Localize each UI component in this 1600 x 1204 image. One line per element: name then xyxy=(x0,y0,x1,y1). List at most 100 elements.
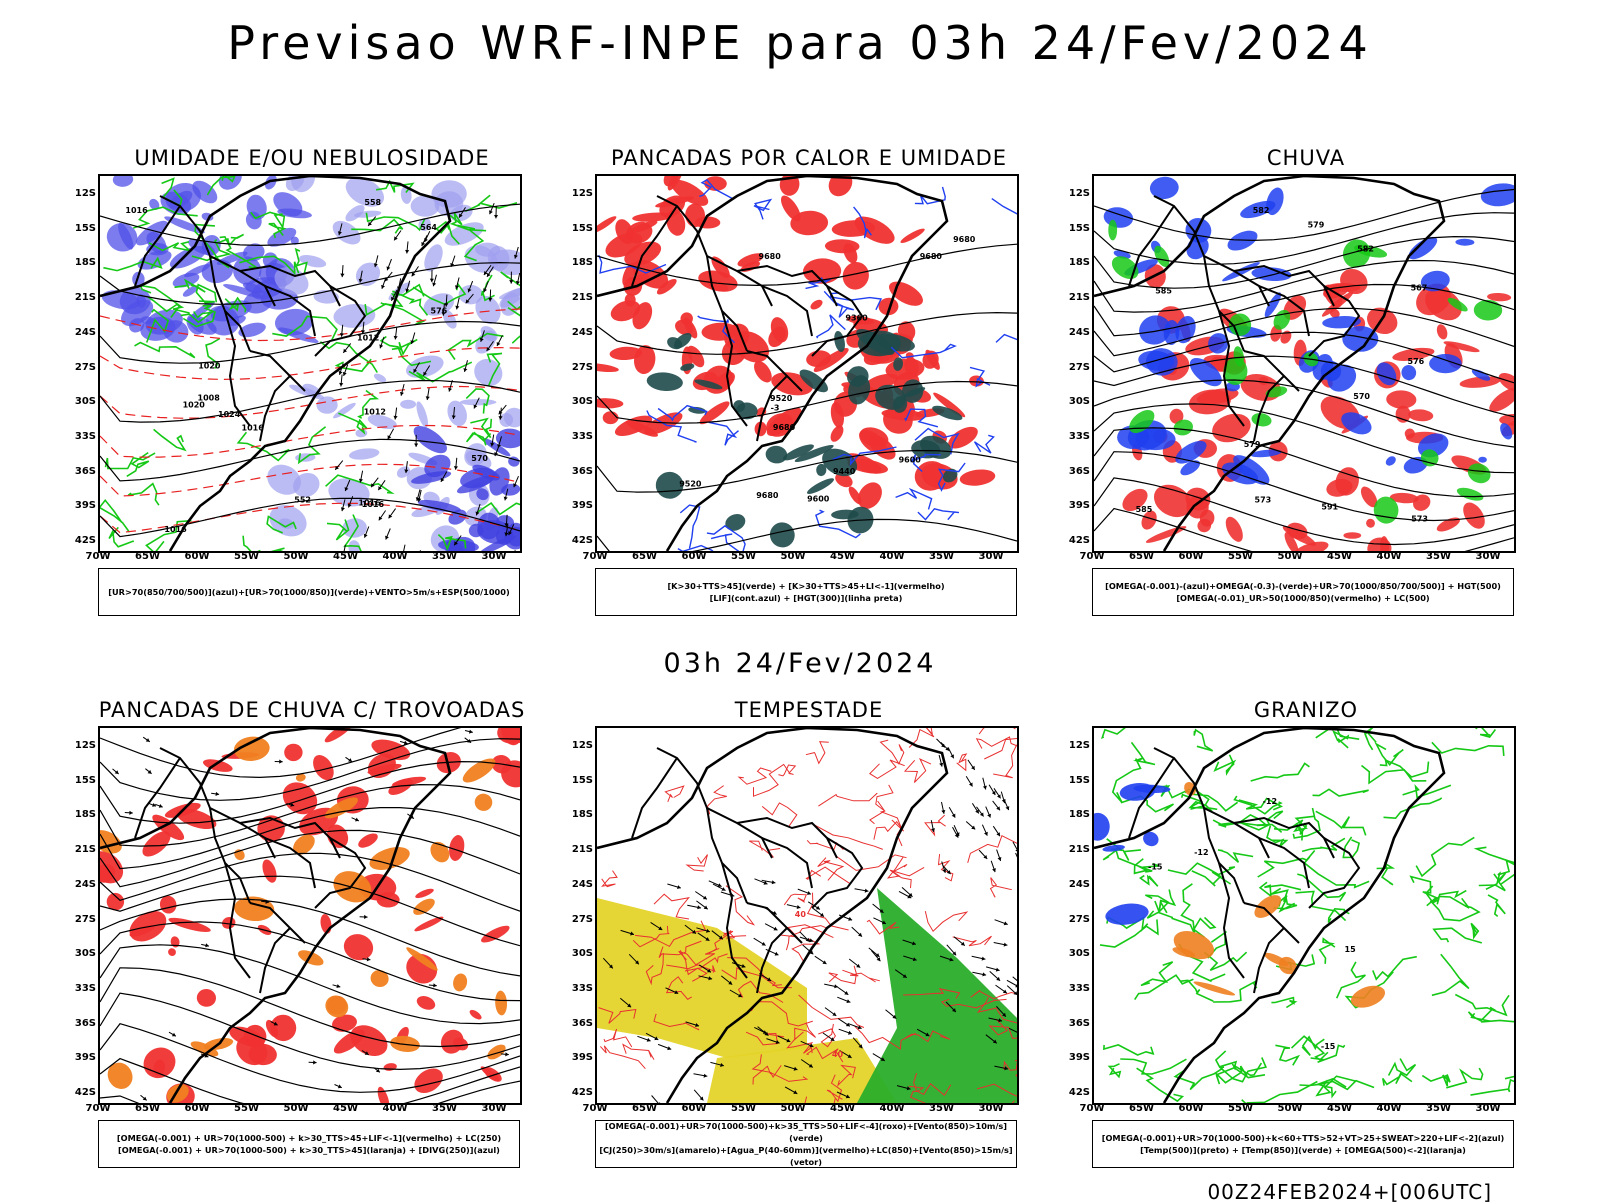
wind-vector xyxy=(455,298,459,310)
contour-label: 40 xyxy=(795,910,807,919)
lon-tick-label: 60W xyxy=(682,551,707,562)
legend-box: [OMEGA(-0.001)+UR>70(1000-500)+k<60+TTS>… xyxy=(1092,1120,1514,1168)
storm-red-area xyxy=(356,831,380,851)
temp850-green-contour xyxy=(1251,763,1310,781)
wind-vector xyxy=(387,259,392,270)
lat-tick-label: 42S xyxy=(559,535,593,546)
contour-label: 573 xyxy=(1411,515,1428,524)
wind-vector xyxy=(972,956,986,960)
wind-vector xyxy=(1001,792,1005,804)
streamline-arrow xyxy=(149,803,157,807)
wind-vector xyxy=(991,861,996,872)
streamline-arrow xyxy=(155,804,163,808)
temp850-green-contour xyxy=(1488,895,1505,917)
lon-tick-label: 70W xyxy=(86,551,111,562)
red-instability-area xyxy=(597,214,618,236)
storm-red-area xyxy=(170,936,181,949)
temp850-green-contour xyxy=(1416,837,1474,876)
contour-label: 576 xyxy=(431,306,448,315)
humidity-green-contour xyxy=(243,536,271,551)
humidity-green-contour xyxy=(135,343,195,358)
lat-tick-label: 39S xyxy=(1056,500,1090,511)
lon-tick-label: 50W xyxy=(1278,1103,1303,1114)
contour-label: 579 xyxy=(1308,220,1325,229)
page-title: Previsao WRF-INPE para 03h 24/Fev/2024 xyxy=(0,16,1600,70)
lon-tick-label: 35W xyxy=(929,1103,954,1114)
storm-red-area xyxy=(375,1085,391,1103)
precip-water-red-contour xyxy=(870,785,893,824)
precip-water-red-contour xyxy=(665,786,683,802)
lif-blue-contour xyxy=(992,186,1017,217)
contour-label: -12 xyxy=(1263,797,1277,806)
forecast-time-label: 03h 24/Fev/2024 xyxy=(0,648,1600,679)
wind-vector xyxy=(359,471,363,483)
storm-red-area xyxy=(377,892,400,907)
legend-text: [OMEGA(-0.001) + UR>70(1000-500) + k>30_… xyxy=(118,1144,500,1156)
storm-orange-area xyxy=(495,990,508,1015)
lat-tick-label: 27S xyxy=(62,362,96,373)
lon-tick-label: 40W xyxy=(383,551,408,562)
lon-tick-label: 45W xyxy=(1327,551,1352,562)
temp850-green-contour xyxy=(1471,1080,1515,1095)
storm-red-area xyxy=(437,1025,469,1057)
lat-tick-label: 36S xyxy=(62,1018,96,1029)
storm-red-area xyxy=(383,1062,397,1072)
wind-vector xyxy=(379,511,386,521)
lat-tick-label: 27S xyxy=(1056,362,1090,373)
precip-water-red-contour xyxy=(925,911,967,931)
legend-text: [OMEGA(-0.01)_UR>50(1000/850)(vermelho) … xyxy=(1176,592,1429,604)
lat-tick-label: 36S xyxy=(1056,1018,1090,1029)
lat-tick-label: 36S xyxy=(559,1018,593,1029)
storm-red-area xyxy=(413,914,445,933)
panel-title: PANCADAS DE CHUVA C/ TROVOADAS xyxy=(62,698,562,722)
wind-vector xyxy=(405,242,409,254)
contour-label: 570 xyxy=(471,454,488,463)
wind-vector xyxy=(432,275,436,287)
lif-blue-contour xyxy=(975,435,994,453)
lat-tick-label: 42S xyxy=(1056,1087,1090,1098)
lon-tick-label: 30W xyxy=(979,1103,1004,1114)
lon-tick-label: 65W xyxy=(135,1103,160,1114)
wind-vector xyxy=(837,987,848,995)
lon-tick-label: 60W xyxy=(682,1103,707,1114)
precip-water-red-contour xyxy=(818,793,876,806)
contour-label: 9520 xyxy=(679,479,702,488)
lif-blue-contour xyxy=(996,335,1017,350)
temp850-green-contour xyxy=(1362,766,1427,784)
wind-vector xyxy=(968,760,975,770)
rain-red-area xyxy=(1435,515,1462,535)
temp850-green-contour xyxy=(1140,876,1157,887)
humidity-blue-area xyxy=(112,176,134,188)
humidity-light-blue-area xyxy=(333,303,377,330)
lat-tick-label: 15S xyxy=(1056,775,1090,786)
humidity-green-contour xyxy=(512,324,520,343)
lon-tick-label: 60W xyxy=(1179,1103,1204,1114)
contour-label: 9680 xyxy=(953,235,976,244)
panel-title: CHUVA xyxy=(1056,146,1556,170)
rain-blue-area xyxy=(1455,239,1474,246)
contour-label: 573 xyxy=(1255,495,1272,504)
storm-red-area xyxy=(266,1011,300,1045)
wind-vector xyxy=(388,429,394,440)
wind-vector xyxy=(966,822,975,830)
temp850-green-contour xyxy=(1104,1045,1153,1055)
streamline-arrow xyxy=(113,769,119,774)
wind-vector xyxy=(483,281,488,292)
rain-red-area xyxy=(1222,514,1246,544)
temp850-green-contour xyxy=(1334,732,1348,748)
wind-vector xyxy=(937,739,945,748)
temp850-green-contour xyxy=(1422,1074,1450,1086)
contour-label: 1008 xyxy=(198,394,221,403)
precip-water-red-contour xyxy=(905,759,931,783)
streamline-arrow xyxy=(145,769,151,774)
humidity-light-blue-area xyxy=(351,258,385,291)
wind-vector xyxy=(394,231,401,241)
lat-tick-label: 33S xyxy=(62,431,96,442)
country-border xyxy=(762,838,812,888)
wind-vector xyxy=(385,529,390,540)
lat-tick-label: 27S xyxy=(559,914,593,925)
wind-vector xyxy=(1016,853,1017,864)
streamline-arrow xyxy=(125,811,133,815)
wind-vector xyxy=(986,807,991,818)
